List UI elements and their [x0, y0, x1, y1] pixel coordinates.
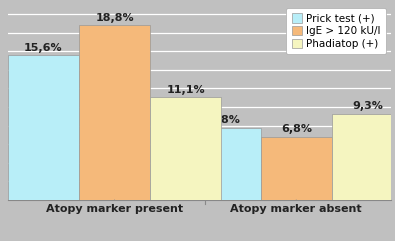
- Bar: [190, 127, 261, 200]
- Bar: [150, 97, 221, 200]
- Bar: [332, 114, 395, 200]
- Bar: [79, 25, 150, 200]
- Text: 6,8%: 6,8%: [281, 125, 312, 134]
- Text: 15,6%: 15,6%: [24, 43, 63, 53]
- Text: 18,8%: 18,8%: [95, 13, 134, 23]
- Bar: [8, 55, 79, 200]
- Text: 7,8%: 7,8%: [210, 115, 241, 125]
- Text: 11,1%: 11,1%: [166, 85, 205, 94]
- Legend: Prick test (+), IgE > 120 kU/l, Phadiatop (+): Prick test (+), IgE > 120 kU/l, Phadiato…: [286, 8, 386, 54]
- Bar: [261, 137, 332, 200]
- Text: 9,3%: 9,3%: [352, 101, 383, 111]
